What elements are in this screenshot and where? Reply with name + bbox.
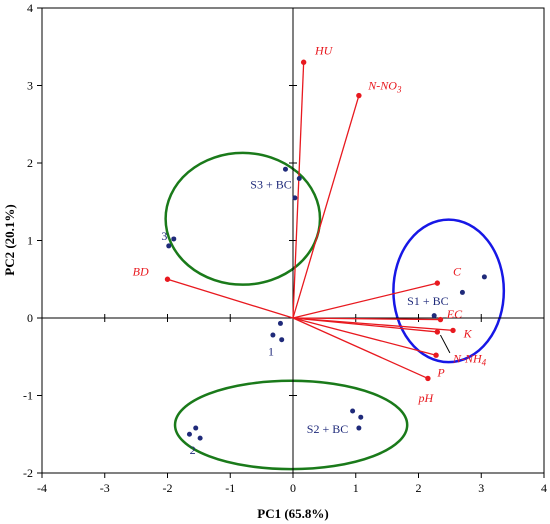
loading-vector xyxy=(167,278,294,319)
loading-label: C xyxy=(453,265,462,279)
y-tick-label: -1 xyxy=(23,389,33,403)
loading-vector xyxy=(292,317,438,333)
group-label: S1 + BC xyxy=(407,294,448,308)
data-point xyxy=(481,274,487,280)
loading-endpoint xyxy=(164,276,171,282)
y-tick-label: 0 xyxy=(27,311,33,325)
loading-vector xyxy=(292,317,441,321)
data-point xyxy=(270,332,276,338)
data-point xyxy=(166,243,172,249)
x-tick-label: -1 xyxy=(225,481,235,495)
loading-label: BD xyxy=(133,265,149,279)
loading-endpoint xyxy=(437,316,444,323)
data-point xyxy=(197,435,203,441)
group-ellipse xyxy=(392,218,506,364)
loading-label: HU xyxy=(314,44,334,58)
y-tick-label: 4 xyxy=(27,1,33,15)
data-point xyxy=(282,166,288,172)
loading-label: K xyxy=(463,327,473,341)
loading-vector xyxy=(292,95,360,319)
data-point xyxy=(171,236,177,242)
data-point xyxy=(186,431,192,437)
loading-label: pH xyxy=(418,391,435,405)
loading-label: N-NO3 xyxy=(367,79,402,95)
data-point xyxy=(356,425,362,431)
data-point xyxy=(296,176,302,181)
loading-endpoint xyxy=(300,59,307,65)
group-label: 1 xyxy=(268,344,274,358)
loading-vector xyxy=(292,62,305,319)
x-tick-label: 2 xyxy=(416,481,422,495)
x-axis-label: PC1 (65.8%) xyxy=(257,506,329,521)
loadings-layer xyxy=(164,59,456,382)
loading-endpoint xyxy=(450,327,456,334)
axes-layer: -4 -3 -2 -1 0 1 2 3 4 -2 -1 0 1 2 3 4 xyxy=(23,1,547,495)
data-point xyxy=(459,289,465,295)
data-point xyxy=(292,195,298,201)
y-tick-label: 3 xyxy=(27,79,33,93)
data-point xyxy=(358,414,364,420)
x-tick-label: -2 xyxy=(163,481,173,495)
loading-endpoint xyxy=(356,92,362,99)
data-point xyxy=(431,313,437,319)
group-label: S3 + BC xyxy=(250,178,291,192)
y-tick-label: 1 xyxy=(27,234,33,248)
group-ellipse xyxy=(173,379,409,471)
x-tick-label: 3 xyxy=(478,481,484,495)
group-label: S2 + BC xyxy=(307,422,348,436)
loading-label: N-NH4 xyxy=(452,351,487,367)
data-point xyxy=(193,425,199,431)
loading-endpoint xyxy=(434,280,441,286)
data-point xyxy=(277,320,283,326)
data-point xyxy=(350,408,356,414)
labels-layer: HU N-NO3 C ECK N-NH4 PpH BD S3 + BC 3 S1 + BC 1 S2 … xyxy=(133,44,487,457)
y-tick-label: 2 xyxy=(27,156,33,170)
points-layer xyxy=(166,166,487,441)
x-tick-label: -3 xyxy=(100,481,110,495)
loading-endpoint xyxy=(425,375,431,382)
x-tick-label: 4 xyxy=(541,481,547,495)
group-label: 2 xyxy=(190,443,196,457)
loading-vector xyxy=(292,317,429,380)
loading-vector xyxy=(292,282,438,319)
loading-label: P xyxy=(436,365,445,379)
loading-leader-line xyxy=(440,334,451,354)
group-ellipse xyxy=(164,151,322,286)
x-tick-label: 1 xyxy=(353,481,359,495)
y-tick-label: -2 xyxy=(23,466,33,480)
group-label: 3 xyxy=(161,229,167,243)
x-tick-label: -4 xyxy=(37,481,47,495)
loading-endpoint xyxy=(433,352,439,358)
loading-endpoint xyxy=(434,329,441,335)
y-axis-label: PC2 (20.1%) xyxy=(2,204,17,276)
x-tick-label: 0 xyxy=(290,481,296,495)
loading-vector xyxy=(292,317,437,356)
data-point xyxy=(279,337,285,343)
loading-label: EC xyxy=(446,307,463,321)
ellipses-layer xyxy=(164,151,506,471)
